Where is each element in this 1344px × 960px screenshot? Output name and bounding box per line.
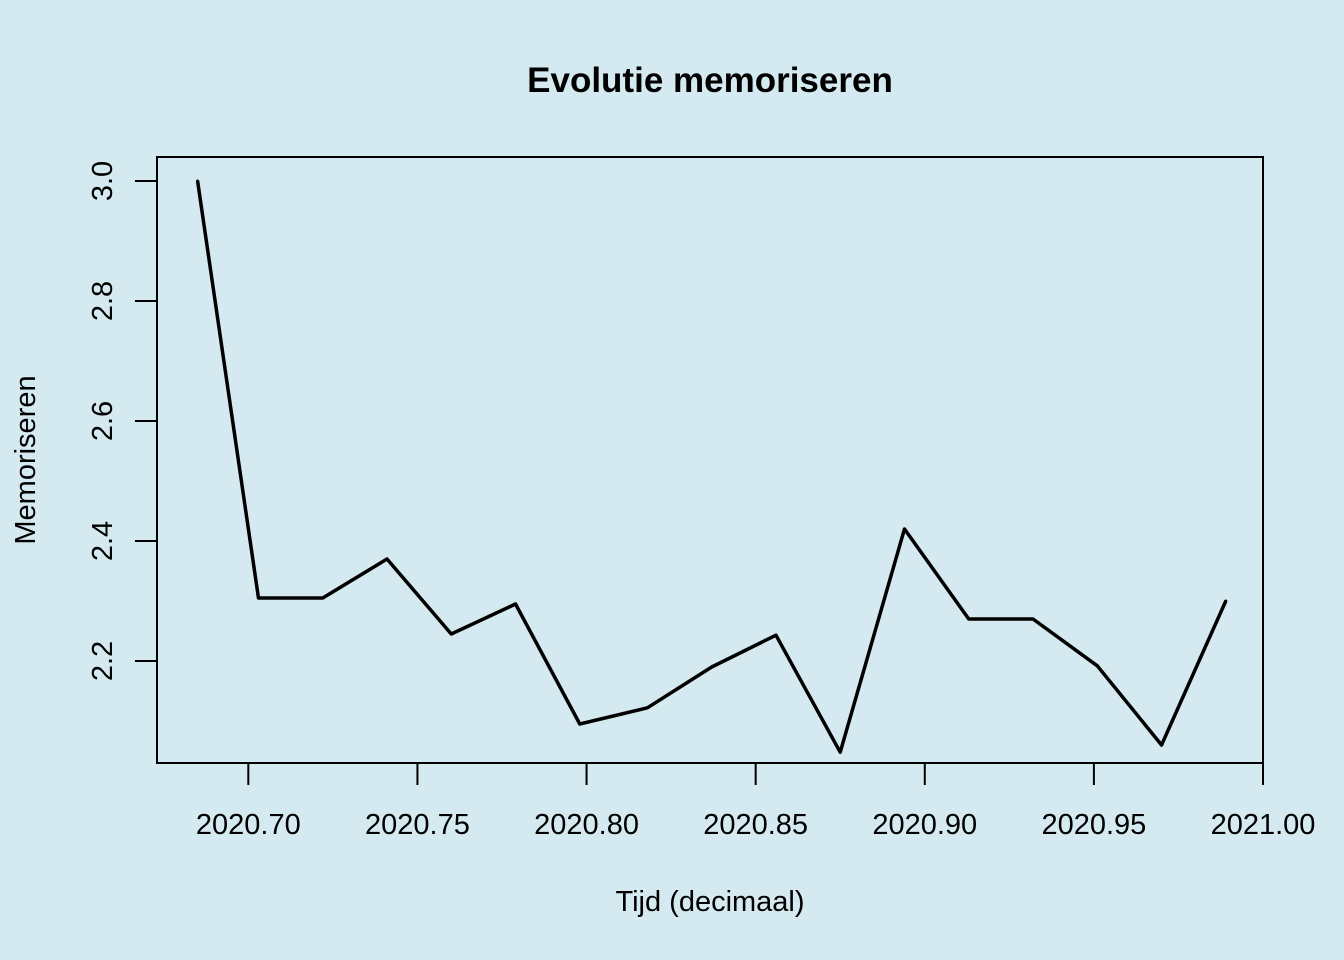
y-tick-label: 2.2 bbox=[87, 641, 119, 681]
data-point bbox=[1224, 599, 1228, 603]
data-points bbox=[196, 179, 1228, 754]
x-tick-label: 2020.70 bbox=[196, 809, 301, 841]
x-tick-label: 2021.00 bbox=[1211, 809, 1316, 841]
data-point bbox=[774, 633, 778, 637]
data-point bbox=[1031, 617, 1035, 621]
y-tick-label: 2.8 bbox=[87, 281, 119, 321]
data-point bbox=[196, 179, 200, 183]
data-point bbox=[1160, 743, 1164, 747]
data-point bbox=[967, 617, 971, 621]
data-point bbox=[449, 632, 453, 636]
x-tick-label: 2020.90 bbox=[872, 809, 977, 841]
data-point bbox=[710, 665, 714, 669]
plot-frame bbox=[156, 156, 1264, 764]
chart-title: Evolutie memoriseren bbox=[527, 61, 893, 100]
data-point bbox=[256, 596, 260, 600]
x-tick-label: 2020.95 bbox=[1041, 809, 1146, 841]
data-point bbox=[385, 557, 389, 561]
y-tick-label: 3.0 bbox=[87, 161, 119, 201]
y-axis-label: Memoriseren bbox=[10, 375, 42, 544]
x-tick-label: 2020.75 bbox=[365, 809, 470, 841]
data-point bbox=[578, 722, 582, 726]
x-tick-label: 2020.85 bbox=[703, 809, 808, 841]
data-point bbox=[645, 706, 649, 710]
data-point bbox=[321, 596, 325, 600]
x-axis: 2020.70 2020.75 2020.80 2020.85 2020.90 2020.… bbox=[196, 762, 1316, 841]
data-point bbox=[1095, 664, 1099, 668]
data-point bbox=[838, 750, 842, 754]
y-tick-label: 2.6 bbox=[87, 401, 119, 441]
y-axis: 2.2 2.4 2.6 2.8 3.0 bbox=[87, 161, 158, 681]
data-point bbox=[514, 602, 518, 606]
data-point bbox=[902, 527, 906, 531]
y-tick-label: 2.4 bbox=[87, 521, 119, 561]
x-axis-label: Tijd (decimaal) bbox=[615, 886, 804, 918]
x-tick-label: 2020.80 bbox=[534, 809, 639, 841]
